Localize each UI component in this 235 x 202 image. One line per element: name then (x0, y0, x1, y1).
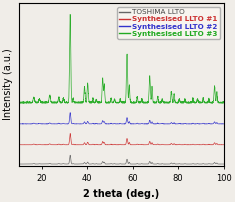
Y-axis label: Intensity (a.u.): Intensity (a.u.) (4, 49, 13, 120)
Legend: TOSHIMA LLTO, Synthesised LLTO #1, Synthesised LLTO #2, Synthesised LLTO #3: TOSHIMA LLTO, Synthesised LLTO #1, Synth… (117, 7, 220, 39)
X-axis label: 2 theta (deg.): 2 theta (deg.) (83, 188, 160, 199)
